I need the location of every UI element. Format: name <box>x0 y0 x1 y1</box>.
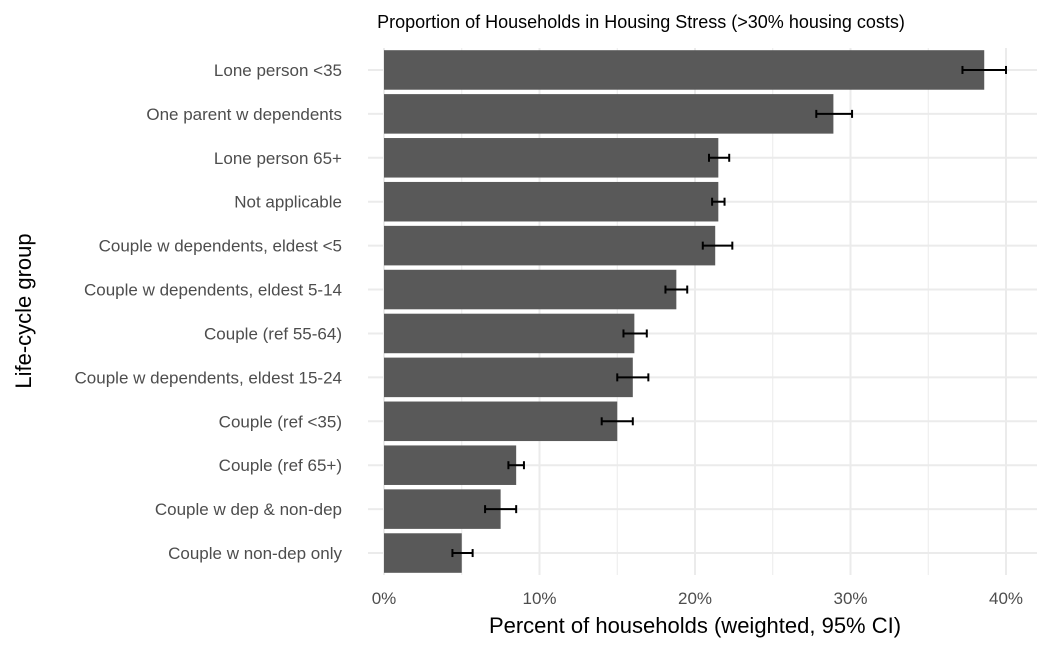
x-tick-labels: 0% 10% 20% 30% 40% <box>372 589 1023 608</box>
y-axis-title: Life-cycle group <box>11 233 36 388</box>
error-bar <box>701 241 734 250</box>
error-bars <box>451 65 1007 558</box>
x-tick-label: 10% <box>522 589 556 608</box>
error-bar <box>484 505 518 514</box>
y-tick-label: Couple w dependents, eldest <5 <box>99 237 342 256</box>
bar <box>384 357 633 398</box>
error-bar <box>507 461 525 470</box>
error-bar <box>711 197 726 206</box>
x-tick-label: 20% <box>678 589 712 608</box>
y-tick-label: One parent w dependents <box>146 105 342 124</box>
bar <box>384 489 501 529</box>
bar <box>384 50 985 90</box>
bar <box>384 313 635 354</box>
error-bar <box>600 417 634 426</box>
y-tick-label: Couple w dependents, eldest 5-14 <box>84 281 342 300</box>
bar <box>384 269 677 310</box>
y-tick-label: Lone person 65+ <box>214 149 342 168</box>
bars <box>384 50 985 573</box>
error-bar <box>622 329 648 338</box>
y-tick-label: Couple w dep & non-dep <box>155 500 342 519</box>
x-tick-label: 40% <box>989 589 1023 608</box>
y-tick-label: Couple w dependents, eldest 15-24 <box>75 368 342 387</box>
error-bar <box>664 285 689 294</box>
x-tick-label: 0% <box>372 589 397 608</box>
y-tick-label: Couple (ref 65+) <box>219 456 342 475</box>
chart-title: Proportion of Households in Housing Stre… <box>377 12 905 32</box>
bar <box>384 401 618 442</box>
x-tick-label: 30% <box>833 589 867 608</box>
y-tick-label: Not applicable <box>234 193 342 212</box>
y-tick-label: Lone person <35 <box>214 61 342 80</box>
error-bar <box>616 373 650 382</box>
error-bar <box>961 65 1007 74</box>
bar <box>384 94 834 134</box>
error-bar <box>451 549 474 558</box>
y-tick-labels: Lone person <35 One parent w dependents Lo… <box>75 61 343 563</box>
y-tick-label: Couple (ref 55-64) <box>204 324 342 343</box>
bar <box>384 225 716 266</box>
y-tick-label: Couple (ref <35) <box>219 412 342 431</box>
bar <box>384 181 719 222</box>
bar <box>384 138 719 178</box>
x-axis-title: Percent of households (weighted, 95% CI) <box>489 613 901 638</box>
error-bar <box>815 109 854 118</box>
bar <box>384 533 462 573</box>
y-tick-label: Couple w non-dep only <box>168 544 342 563</box>
bar <box>384 445 517 485</box>
error-bar <box>707 153 731 162</box>
